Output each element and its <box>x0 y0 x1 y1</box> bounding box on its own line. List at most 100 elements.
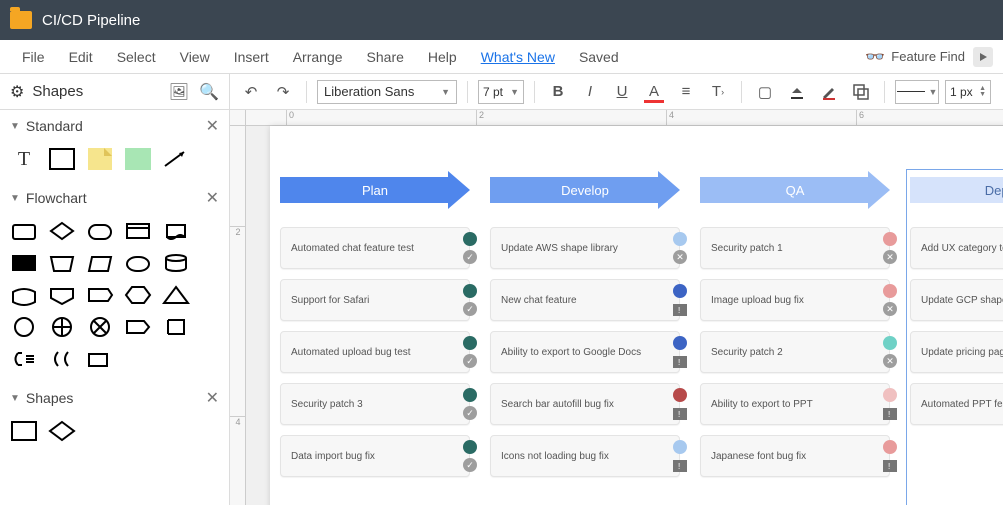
shape-flowchart[interactable] <box>124 316 152 338</box>
card[interactable]: Data import bug fix✓ <box>280 435 470 477</box>
play-button[interactable] <box>973 47 993 67</box>
menu-file[interactable]: File <box>10 49 57 65</box>
shape-flowchart[interactable] <box>48 252 76 274</box>
menu-select[interactable]: Select <box>105 49 168 65</box>
column-header[interactable]: Plan <box>280 171 470 209</box>
chevron-down-icon: ▼ <box>441 87 450 97</box>
italic-button[interactable]: I <box>577 79 603 105</box>
card[interactable]: Security patch 3✓ <box>280 383 470 425</box>
font-family-select[interactable]: Liberation Sans ▼ <box>317 80 457 104</box>
card[interactable]: Update GCP shape library <box>910 279 1003 321</box>
shape-flowchart[interactable] <box>48 348 76 370</box>
card[interactable]: Add UX category to drop-down <box>910 227 1003 269</box>
shape-text[interactable]: T <box>10 148 38 170</box>
search-icon[interactable]: 🔍 <box>199 82 219 102</box>
shape-options-button[interactable] <box>848 79 874 105</box>
panel-standard-header[interactable]: ▼ Standard ✕ <box>0 110 229 142</box>
font-size-select[interactable]: 7 pt ▼ <box>478 80 524 104</box>
card[interactable]: Ability to export to Google Docs <box>490 331 680 373</box>
document-title[interactable]: CI/CD Pipeline <box>42 12 140 29</box>
shape-flowchart[interactable] <box>124 220 152 242</box>
shape-fill-button[interactable]: ▢ <box>752 79 778 105</box>
card-status-icon <box>673 408 687 420</box>
align-button[interactable]: ≡ <box>673 79 699 105</box>
underline-button[interactable]: U <box>609 79 635 105</box>
column-header[interactable]: Develop <box>490 171 680 209</box>
shape-flowchart[interactable] <box>10 220 38 242</box>
image-icon[interactable]: 🖼 <box>169 82 189 102</box>
shape-flowchart[interactable] <box>124 284 152 306</box>
panel-shapes-header[interactable]: ▼ Shapes ✕ <box>0 382 229 414</box>
shape-flowchart[interactable] <box>86 220 114 242</box>
card[interactable]: Security patch 2✕ <box>700 331 890 373</box>
column-header[interactable]: QA <box>700 171 890 209</box>
card[interactable]: Update AWS shape library✕ <box>490 227 680 269</box>
titlebar: CI/CD Pipeline <box>0 0 1003 40</box>
column-header[interactable]: Deploy <box>910 171 1003 209</box>
card[interactable]: Automated chat feature test✓ <box>280 227 470 269</box>
card[interactable]: Support for Safari✓ <box>280 279 470 321</box>
shape-generic[interactable] <box>10 420 38 442</box>
card[interactable]: Icons not loading bug fix <box>490 435 680 477</box>
line-width-select[interactable]: 1 px ▲▼ <box>945 80 991 104</box>
shape-flowchart[interactable] <box>10 348 38 370</box>
card[interactable]: Automated PPT feature test <box>910 383 1003 425</box>
close-icon[interactable]: ✕ <box>206 388 219 408</box>
shape-flowchart[interactable] <box>162 220 190 242</box>
panel-flowchart-header[interactable]: ▼ Flowchart ✕ <box>0 182 229 214</box>
menu-help[interactable]: Help <box>416 49 469 65</box>
shape-flowchart[interactable] <box>124 252 152 274</box>
menu-whats-new[interactable]: What's New <box>469 49 567 65</box>
shape-flowchart[interactable] <box>10 252 38 274</box>
column-develop[interactable]: Develop Update AWS shape library✕ New chat… <box>490 171 680 487</box>
border-color-button[interactable] <box>816 79 842 105</box>
undo-button[interactable]: ↶ <box>238 79 264 105</box>
paper[interactable]: Plan Automated chat feature test✓ Support … <box>270 126 1003 505</box>
card[interactable]: Image upload bug fix✕ <box>700 279 890 321</box>
shape-flowchart[interactable] <box>10 316 38 338</box>
text-color-button[interactable]: A <box>641 79 667 105</box>
fill-color-button[interactable] <box>784 79 810 105</box>
gear-icon[interactable]: ⚙ <box>10 82 24 102</box>
feature-find[interactable]: 👓 Feature Find <box>865 47 965 67</box>
card[interactable]: Search bar autofill bug fix <box>490 383 680 425</box>
shape-flowchart[interactable] <box>86 284 114 306</box>
close-icon[interactable]: ✕ <box>206 188 219 208</box>
menu-share[interactable]: Share <box>355 49 416 65</box>
shape-flowchart[interactable] <box>162 316 190 338</box>
shape-flowchart[interactable] <box>10 284 38 306</box>
column-qa[interactable]: QA Security patch 1✕ Image upload bug fix✕… <box>700 171 890 487</box>
close-icon[interactable]: ✕ <box>206 116 219 136</box>
card[interactable]: New chat feature <box>490 279 680 321</box>
shape-flowchart[interactable] <box>162 284 190 306</box>
card-text: Security patch 3 <box>291 399 363 410</box>
column-deploy[interactable]: Deploy Add UX category to drop-down Update… <box>910 171 1003 487</box>
bold-button[interactable]: B <box>545 79 571 105</box>
menu-view[interactable]: View <box>168 49 222 65</box>
shape-rectangle[interactable] <box>48 148 76 170</box>
shape-flowchart[interactable] <box>162 252 190 274</box>
shape-flowchart[interactable] <box>48 220 76 242</box>
card[interactable]: Automated upload bug test✓ <box>280 331 470 373</box>
card[interactable]: Ability to export to PPT <box>700 383 890 425</box>
shape-flowchart[interactable] <box>86 316 114 338</box>
shape-flowchart[interactable] <box>86 252 114 274</box>
card[interactable]: Japanese font bug fix <box>700 435 890 477</box>
text-options-button[interactable]: T› <box>705 79 731 105</box>
shape-flowchart[interactable] <box>48 284 76 306</box>
menu-insert[interactable]: Insert <box>222 49 281 65</box>
menu-edit[interactable]: Edit <box>57 49 105 65</box>
shape-arrow[interactable] <box>162 148 190 170</box>
card[interactable]: Security patch 1✕ <box>700 227 890 269</box>
redo-button[interactable]: ↷ <box>270 79 296 105</box>
shape-note[interactable] <box>86 148 114 170</box>
shape-filled-rect[interactable] <box>124 148 152 170</box>
line-style-select[interactable]: ▼ <box>895 80 939 104</box>
shape-flowchart[interactable] <box>86 348 114 370</box>
canvas[interactable]: 02468 24 PlanAutomated chat feature test… <box>230 110 1003 505</box>
shape-flowchart[interactable] <box>48 316 76 338</box>
column-plan[interactable]: Plan Automated chat feature test✓ Support … <box>280 171 470 487</box>
shape-generic[interactable] <box>48 420 76 442</box>
card[interactable]: Update pricing page info <box>910 331 1003 373</box>
menu-arrange[interactable]: Arrange <box>281 49 355 65</box>
